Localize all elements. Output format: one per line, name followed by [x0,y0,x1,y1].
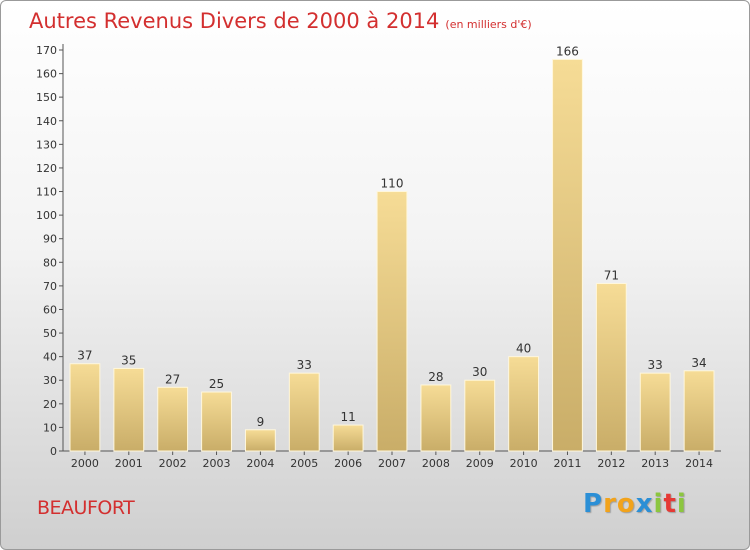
logo-letter: i [676,489,687,519]
x-tick-label-2011: 2011 [553,457,581,470]
data-label-2013: 33 [648,358,663,372]
data-label-2007: 110 [381,177,404,191]
data-label-2005: 33 [297,358,312,372]
data-label-2009: 30 [472,365,487,379]
place-name: BEAUFORT [37,497,135,519]
y-tick-label: 120 [36,162,57,175]
chart-subtitle: (en milliers d'€) [445,18,532,31]
logo-letter: t [663,489,677,519]
x-tick-label-2007: 2007 [378,457,406,470]
bar-2014 [683,370,715,452]
x-tick-label-2003: 2003 [203,457,231,470]
chart-title: Autres Revenus Divers de 2000 à 2014 [29,9,440,33]
bar-2009 [464,379,496,452]
x-tick-label-2005: 2005 [290,457,318,470]
y-tick-label: 160 [36,68,57,81]
y-tick-label: 140 [36,115,57,128]
data-label-2012: 71 [604,269,619,283]
bar-2007 [376,191,408,452]
y-tick-label: 130 [36,138,57,151]
data-label-2011: 166 [556,44,579,58]
y-tick-label: 70 [43,280,57,293]
chart-labels: 37 35 27 25 9 33 11 110 28 30 40 166 71 33 34 [77,44,706,428]
x-tick-label-2014: 2014 [685,457,713,470]
bar-2002 [157,386,189,452]
chart-bars [69,58,715,452]
y-tick-label: 170 [36,44,57,57]
bar-2013 [639,372,671,452]
data-label-2002: 27 [165,372,180,386]
data-label-2000: 37 [77,349,92,363]
logo-letter: o [616,489,636,519]
x-tick-label-2009: 2009 [466,457,494,470]
title-block: Autres Revenus Divers de 2000 à 2014 (en … [29,9,532,33]
y-tick-label: 60 [43,303,57,316]
y-tick-label: 0 [50,445,57,458]
bar-2010 [508,356,540,452]
y-tick-label: 40 [43,351,57,364]
logo-letter: r [603,489,617,519]
data-label-2001: 35 [121,353,136,367]
bar-2008 [420,384,452,452]
logo-letter: x [635,489,654,519]
data-label-2010: 40 [516,342,531,356]
bar-2001 [113,367,145,452]
bar-2012 [595,283,627,452]
data-label-2006: 11 [340,410,355,424]
y-tick-label: 100 [36,209,57,222]
bar-2003 [201,391,232,452]
x-tick-label-2002: 2002 [159,457,187,470]
data-label-2003: 25 [209,377,224,391]
x-tick-label-2006: 2006 [334,457,362,470]
y-tick-label: 150 [36,91,57,104]
data-label-2004: 9 [257,415,265,429]
x-tick-label-2000: 2000 [71,457,99,470]
chart-axes: 0 10 20 30 40 50 60 70 80 90 100 110 120 130 140 150 160… [36,44,721,470]
bar-2011 [552,58,583,452]
x-tick-label-2010: 2010 [510,457,538,470]
data-label-2014: 34 [691,356,706,370]
y-tick-label: 10 [43,421,57,434]
bar-2000 [69,363,101,452]
x-tick-label-2008: 2008 [422,457,450,470]
y-tick-label: 20 [43,398,57,411]
bar-2005 [288,372,320,452]
data-label-2008: 28 [428,370,443,384]
x-tick-label-2001: 2001 [115,457,143,470]
logo-letter: i [653,489,664,519]
y-tick-label: 30 [43,374,57,387]
x-tick-label-2012: 2012 [597,457,625,470]
y-tick-label: 110 [36,186,57,199]
proxiti-logo: Proxiti [583,489,687,519]
logo-letter: P [583,489,604,519]
y-tick-label: 80 [43,256,57,269]
x-tick-label-2004: 2004 [246,457,274,470]
y-tick-label: 90 [43,233,57,246]
y-tick-label: 50 [43,327,57,340]
bar-2006 [332,424,364,452]
x-tick-label-2013: 2013 [641,457,669,470]
bar-2004 [244,429,276,452]
